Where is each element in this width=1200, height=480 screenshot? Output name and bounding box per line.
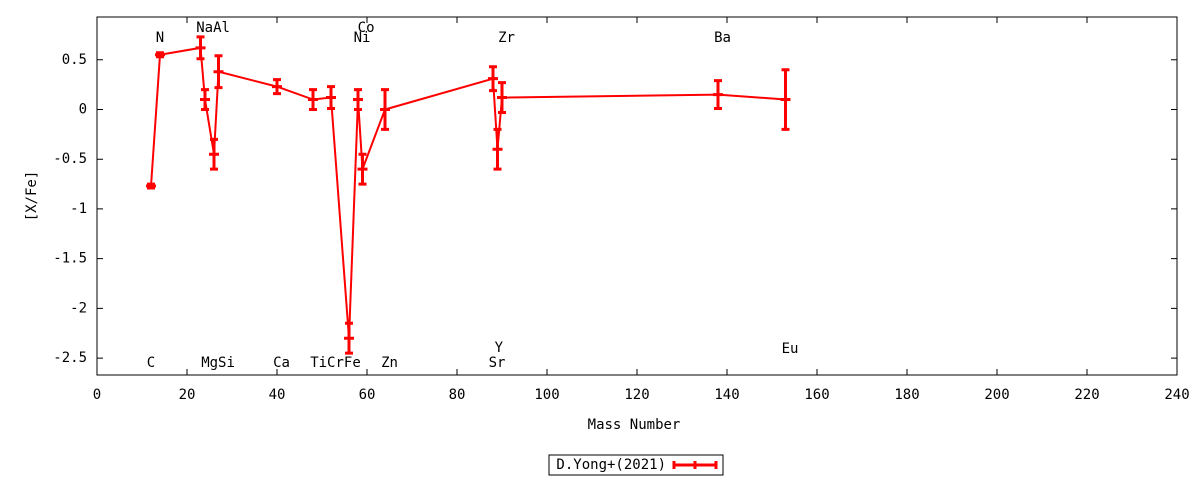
error-bar (713, 79, 723, 110)
element-label: Zr (498, 30, 515, 46)
error-bar (353, 88, 363, 111)
error-bar (146, 182, 156, 190)
x-tick-label: 40 (269, 387, 286, 403)
plot-frame (96, 16, 1178, 376)
element-label: Y (495, 340, 504, 356)
y-tick-label: 0 (79, 101, 87, 117)
data-line (150, 46, 786, 339)
x-tick-label: 160 (804, 387, 829, 403)
element-label: Ni (354, 30, 371, 46)
error-bar (497, 81, 507, 114)
y-tick-label: -1 (70, 201, 87, 217)
element-label: Ca (273, 355, 290, 371)
x-axis-label: Mass Number (588, 417, 681, 433)
error-bar (272, 78, 282, 96)
x-tick-label: 240 (1164, 387, 1189, 403)
x-tick-label: 60 (359, 387, 376, 403)
y-tick-label: -2 (70, 300, 87, 316)
element-label: N (156, 30, 164, 46)
y-tick-label: 0.5 (62, 52, 87, 68)
element-label: TiCrFe (310, 355, 361, 371)
error-bar (780, 68, 791, 131)
error-bar (195, 35, 206, 61)
x-tick-label: 100 (534, 387, 559, 403)
x-tick-label: 0 (93, 387, 101, 403)
legend-swatch (672, 461, 718, 469)
x-tick-label: 120 (624, 387, 649, 403)
error-bar (209, 137, 219, 171)
legend-label: D.Yong+(2021) (556, 457, 666, 473)
element-label: NaAl (196, 20, 230, 36)
error-bar (155, 51, 165, 59)
element-label: C (147, 355, 155, 371)
x-tick-label: 220 (1074, 387, 1099, 403)
error-bar (492, 127, 503, 171)
y-tick-label: -0.5 (53, 151, 87, 167)
error-bar (357, 152, 368, 186)
legend-box (548, 454, 724, 476)
x-tick-label: 200 (984, 387, 1009, 403)
error-bar (344, 321, 354, 355)
element-label: Co (358, 20, 375, 36)
error-bar (308, 88, 318, 111)
error-bar (213, 54, 224, 90)
element-label: Eu (782, 341, 799, 357)
y-tick-label: -2.5 (53, 350, 87, 366)
x-tick-label: 180 (894, 387, 919, 403)
error-bar (380, 88, 390, 131)
error-bar (326, 85, 336, 110)
x-tick-label: 20 (179, 387, 196, 403)
y-tick-label: -1.5 (53, 251, 87, 267)
y-axis-label: [X/Fe] (24, 171, 40, 222)
error-bar (200, 88, 210, 111)
element-label: Ba (714, 30, 731, 46)
error-bar (488, 65, 498, 93)
x-tick-label: 140 (714, 387, 739, 403)
element-label: MgSi (201, 355, 235, 371)
element-label: Sr (489, 355, 506, 371)
element-label: Zn (381, 355, 398, 371)
x-tick-label: 80 (449, 387, 466, 403)
